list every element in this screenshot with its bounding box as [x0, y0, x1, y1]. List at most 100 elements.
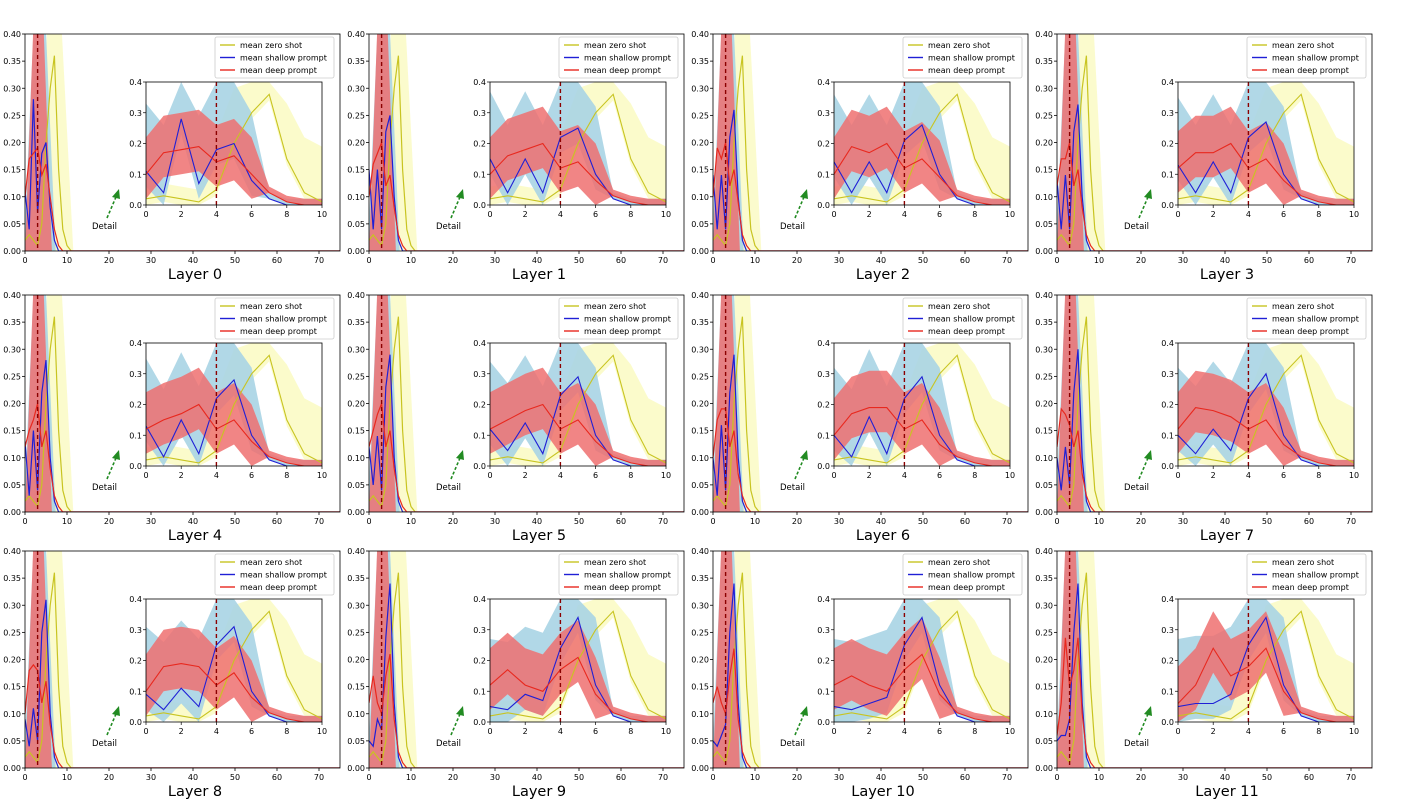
x-tick-label: 30 — [1178, 773, 1188, 782]
y-tick-label: 0.15 — [347, 166, 365, 175]
inset-x-tick-label: 10 — [661, 727, 671, 736]
inset-y-tick-label: 0.0 — [1161, 718, 1174, 727]
detail-label: Detail — [1124, 739, 1149, 749]
y-tick-label: 0.05 — [347, 481, 365, 490]
inset-deep-band — [490, 620, 666, 722]
detail-arrowhead — [112, 706, 120, 716]
x-tick-label: 70 — [658, 256, 668, 265]
detail-label: Detail — [436, 483, 461, 493]
inset-line-1 — [146, 118, 322, 205]
inset-x-tick-label: 8 — [1316, 471, 1321, 480]
y-tick-label: 0.35 — [3, 57, 21, 66]
y-tick-label: 0.15 — [347, 427, 365, 436]
y-tick-label: 0.05 — [691, 737, 709, 746]
x-tick-label: 0 — [710, 773, 715, 782]
main-plot-area — [1057, 34, 1372, 251]
main-line-1 — [369, 354, 684, 512]
x-tick-label: 70 — [1002, 517, 1012, 526]
y-tick-label: 0.30 — [1035, 84, 1053, 93]
legend-label-0: mean zero shot — [928, 41, 990, 50]
panel-layer-11: 0.000.050.100.150.200.250.300.350.400 10 2… — [1035, 547, 1373, 800]
y-tick-label: 0.40 — [347, 30, 365, 39]
detail-arrowhead — [456, 450, 464, 460]
inset-line-0 — [490, 610, 666, 720]
y-tick-label: 0.35 — [691, 574, 709, 583]
inset-axes: 0.0 0.1 0.2 0.3 0.4 0 2 4 6 8 10 — [817, 595, 1015, 736]
inset-y-tick-label: 0.2 — [817, 140, 830, 149]
inset-y-tick-label: 0.2 — [473, 657, 486, 666]
inset-y-tick-label: 0.0 — [473, 718, 486, 727]
detail-arrow — [450, 196, 461, 219]
main-line-0 — [25, 572, 340, 768]
detail-arrowhead — [456, 706, 464, 716]
y-tick-label: 0.30 — [1035, 345, 1053, 354]
legend: mean zero shot mean shallow prompt mean de… — [1246, 36, 1367, 79]
detail-arrowhead — [112, 450, 120, 460]
inset-line-2 — [834, 407, 1010, 466]
y-tick-label: 0.00 — [1035, 508, 1053, 517]
legend-label-0: mean zero shot — [1272, 41, 1334, 50]
inset-y-tick-label: 0.1 — [817, 687, 830, 696]
main-plot-area — [25, 34, 340, 251]
main-line-2 — [25, 146, 340, 251]
main-line-2 — [25, 403, 340, 512]
legend-label-2: mean deep prompt — [584, 583, 661, 592]
y-tick-label: 0.20 — [1035, 656, 1053, 665]
inset-x-tick-label: 0 — [1175, 471, 1180, 480]
y-tick-label: 0.00 — [347, 247, 365, 256]
legend: mean zero shot mean shallow prompt mean de… — [558, 297, 679, 340]
inset-x-tick-label: 4 — [1246, 727, 1251, 736]
y-tick-label: 0.15 — [691, 166, 709, 175]
panel-layer-6: 0.000.050.100.150.200.250.300.350.400 10 2… — [691, 291, 1029, 544]
legend-box — [902, 297, 1023, 340]
y-tick-label: 0.10 — [3, 193, 21, 202]
main-line-1 — [713, 583, 1028, 768]
main-plot-area — [713, 551, 1028, 768]
main-line-2 — [713, 142, 1028, 251]
y-tick-label: 0.00 — [1035, 247, 1053, 256]
inset-x-tick-label: 10 — [1005, 210, 1015, 219]
inset-deep-band — [490, 367, 666, 466]
inset-line-0 — [490, 93, 666, 203]
panel-title: Layer 4 — [168, 528, 222, 544]
inset-axes: 0.0 0.1 0.2 0.3 0.4 0 2 4 6 8 10 — [1161, 78, 1359, 219]
legend-label-1: mean shallow prompt — [928, 54, 1015, 63]
detail-arrow — [1138, 196, 1149, 219]
detail-arrowhead — [1144, 189, 1152, 199]
inset-y-tick-label: 0.0 — [817, 718, 830, 727]
deep-band — [1057, 295, 1084, 512]
x-tick-label: 0 — [366, 773, 371, 782]
y-tick-label: 0.20 — [691, 656, 709, 665]
inset-deep-band — [146, 109, 322, 205]
inset-y-tick-label: 0.1 — [473, 431, 486, 440]
inset-axes: 0.0 0.1 0.2 0.3 0.4 0 2 4 6 8 10 — [129, 339, 327, 480]
y-tick-label: 0.40 — [347, 547, 365, 556]
inset-deep-band — [834, 370, 1010, 466]
x-tick-label: 60 — [960, 773, 970, 782]
inset-x-tick-label: 2 — [179, 727, 184, 736]
x-tick-label: 60 — [272, 256, 282, 265]
inset-line-0 — [146, 354, 322, 464]
main-line-1 — [1057, 349, 1372, 512]
x-tick-label: 30 — [1178, 256, 1188, 265]
legend-box — [902, 553, 1023, 596]
x-tick-label: 0 — [710, 256, 715, 265]
x-tick-label: 60 — [616, 256, 626, 265]
inset-y-tick-label: 0.0 — [473, 201, 486, 210]
y-tick-label: 0.30 — [691, 345, 709, 354]
inset-x-tick-label: 4 — [558, 727, 563, 736]
inset-y-tick-label: 0.1 — [129, 687, 142, 696]
x-tick-label: 60 — [272, 773, 282, 782]
inset-y-tick-label: 0.1 — [473, 687, 486, 696]
x-tick-label: 60 — [1304, 256, 1314, 265]
legend-label-0: mean zero shot — [240, 41, 302, 50]
x-tick-label: 40 — [532, 256, 542, 265]
inset-x-tick-label: 2 — [867, 727, 872, 736]
inset-x-tick-label: 6 — [249, 727, 254, 736]
inset-plot-area — [146, 599, 322, 722]
x-tick-label: 10 — [406, 773, 416, 782]
inset-x-tick-label: 4 — [558, 210, 563, 219]
panel-title: Layer 6 — [856, 528, 910, 544]
x-tick-label: 70 — [1002, 773, 1012, 782]
y-tick-label: 0.30 — [347, 345, 365, 354]
